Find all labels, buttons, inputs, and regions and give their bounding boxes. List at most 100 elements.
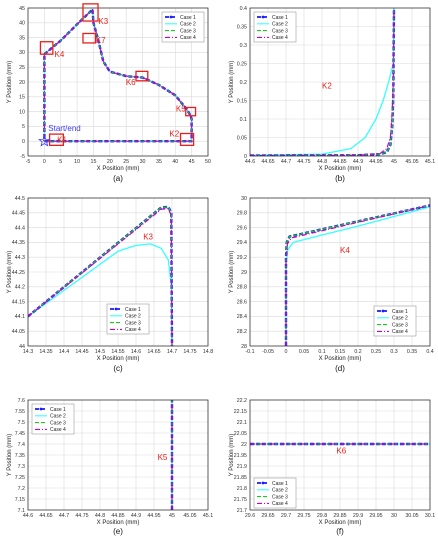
x-tick-label: 0.35	[407, 349, 417, 355]
x-tick-label: 44.75	[297, 159, 310, 165]
x-tick-label: 14.45	[75, 349, 88, 355]
y-tick-label: 21.7	[237, 508, 247, 514]
x-tick-label: 10	[74, 159, 80, 165]
series-group	[43, 8, 193, 143]
start-star-icon	[38, 134, 51, 147]
legend-entry-label: Case 4	[392, 329, 408, 335]
y-tick-label: 44	[19, 344, 25, 350]
series-line-case-4	[285, 204, 430, 346]
legend-entry-label: Case 1	[272, 15, 288, 21]
x-tick-label: 0.05	[299, 349, 309, 355]
y-tick-label: 22.1	[237, 420, 247, 426]
x-tick-label: 44.8	[95, 513, 105, 519]
x-tick-label: 20	[107, 159, 113, 165]
axes-frame	[249, 399, 431, 511]
chart-d: -0.1 -0.05 0 0.05 0.1 0.15 0.2 0.25 0.3 0.35 0.4 28…	[229, 196, 434, 373]
y-tick-label: 7.3	[18, 464, 25, 470]
legend-entry-label: Case 1	[180, 15, 196, 21]
y-tick-label: 0.05	[237, 135, 247, 141]
chart-f: 29.6 29.65 29.7 29.75 29.8 29.85 29.9 29.95 30 30…	[229, 398, 435, 536]
legend-marker	[261, 15, 265, 19]
legend-entry-label: Case 2	[50, 414, 66, 420]
y-tick-label: 44.25	[12, 270, 25, 276]
panel-caption: (c)	[113, 364, 123, 373]
legend-entry-label: Case 3	[272, 28, 288, 34]
y-tick-label: 0.15	[237, 98, 247, 104]
x-tick-label: 0.1	[318, 349, 325, 355]
panel-caption: (f)	[336, 527, 344, 536]
y-tick-label: 28	[241, 344, 247, 350]
zoom-region-box	[185, 106, 197, 117]
legend-entry-label: Case 2	[272, 488, 288, 494]
legend-entry-label: Case 3	[50, 420, 66, 426]
y-tick-label: 22.05	[234, 431, 247, 437]
zoom-region-box	[135, 70, 149, 82]
x-axis-label: X Position (mm)	[319, 356, 362, 362]
zoom-region-box	[82, 3, 99, 22]
x-tick-label: 44.85	[111, 513, 124, 519]
y-tick-label: 10	[19, 109, 25, 115]
legend-entry-label: Case 3	[392, 322, 408, 328]
y-tick-label: 21.95	[234, 453, 247, 459]
annotation-label: K4	[55, 50, 65, 59]
y-tick-label: 29.4	[237, 240, 247, 246]
x-tick-label: 14.8	[203, 349, 213, 355]
y-tick-label: 7.5	[18, 420, 25, 426]
chart-a: -5 0 5 10 15 20 25 30 35 40 45 50 -5 0 5 10 15 20 25 30 35 40…	[7, 3, 211, 183]
series-line-case-2	[250, 8, 395, 156]
y-tick-label: 22.2	[237, 398, 247, 404]
y-tick-label: -5	[20, 154, 25, 160]
x-tick-label: 29.8	[317, 513, 327, 519]
y-tick-label: 21.8	[237, 486, 247, 492]
x-tick-label: 44.7	[59, 513, 69, 519]
series-group	[250, 8, 396, 156]
annotation-label: K7	[96, 36, 106, 45]
y-tick-label: 21.75	[234, 497, 247, 503]
x-tick-label: 0.15	[335, 349, 345, 355]
y-tick-label: 0.2	[240, 80, 247, 86]
x-tick-label: 44.65	[261, 159, 274, 165]
x-tick-label: 50	[205, 159, 211, 165]
x-tick-label: 0.25	[371, 349, 381, 355]
legend-entry-label: Case 3	[180, 28, 196, 34]
y-tick-label: 7.15	[15, 497, 25, 503]
x-tick-label: 44.85	[333, 159, 346, 165]
x-tick-label: 40	[172, 159, 178, 165]
x-axis-label: X Position (mm)	[97, 356, 140, 362]
x-tick-label: 44.95	[147, 513, 160, 519]
series-line-case-4	[250, 8, 395, 156]
legend-marker	[261, 481, 265, 485]
y-tick-label: 28.2	[237, 329, 247, 335]
x-tick-label: 45.05	[183, 513, 196, 519]
zoom-region-box	[82, 32, 97, 44]
annotation-label: K5	[158, 453, 168, 462]
legend-entry-label: Case 2	[272, 22, 288, 28]
y-tick-label: 44.05	[12, 329, 25, 335]
y-tick-label: 29.8	[237, 211, 247, 217]
y-tick-label: 44.3	[15, 255, 25, 261]
x-tick-label: 14.3	[23, 349, 33, 355]
x-tick-label: 15	[91, 159, 97, 165]
x-tick-label: 14.35	[39, 349, 52, 355]
x-tick-label: 25	[123, 159, 129, 165]
annotation-label: K5	[176, 104, 186, 113]
y-axis-label: Y Position (mm)	[229, 61, 235, 104]
annotation-label: K3	[143, 232, 153, 241]
y-tick-label: 44.5	[15, 196, 25, 202]
x-tick-label: 44.9	[131, 513, 141, 519]
y-tick-label: 44.4	[15, 225, 25, 231]
start-end-label: Start/end	[48, 124, 80, 133]
panel-caption: (d)	[335, 364, 345, 373]
x-tick-label: 44.95	[369, 159, 382, 165]
chart-c: 14.3 14.35 14.4 14.45 14.5 14.55 14.6 14.65 14.7…	[7, 196, 213, 373]
x-axis-label: X Position (mm)	[97, 520, 140, 526]
axes-frame	[249, 197, 431, 347]
x-tick-label: 0	[285, 349, 288, 355]
x-tick-label: 5	[59, 159, 62, 165]
y-axis-label: Y Position (mm)	[229, 434, 235, 477]
y-tick-label: 7.1	[18, 508, 25, 514]
x-tick-label: 0	[43, 159, 46, 165]
x-tick-label: 14.5	[95, 349, 105, 355]
y-tick-label: 21.85	[234, 475, 247, 481]
